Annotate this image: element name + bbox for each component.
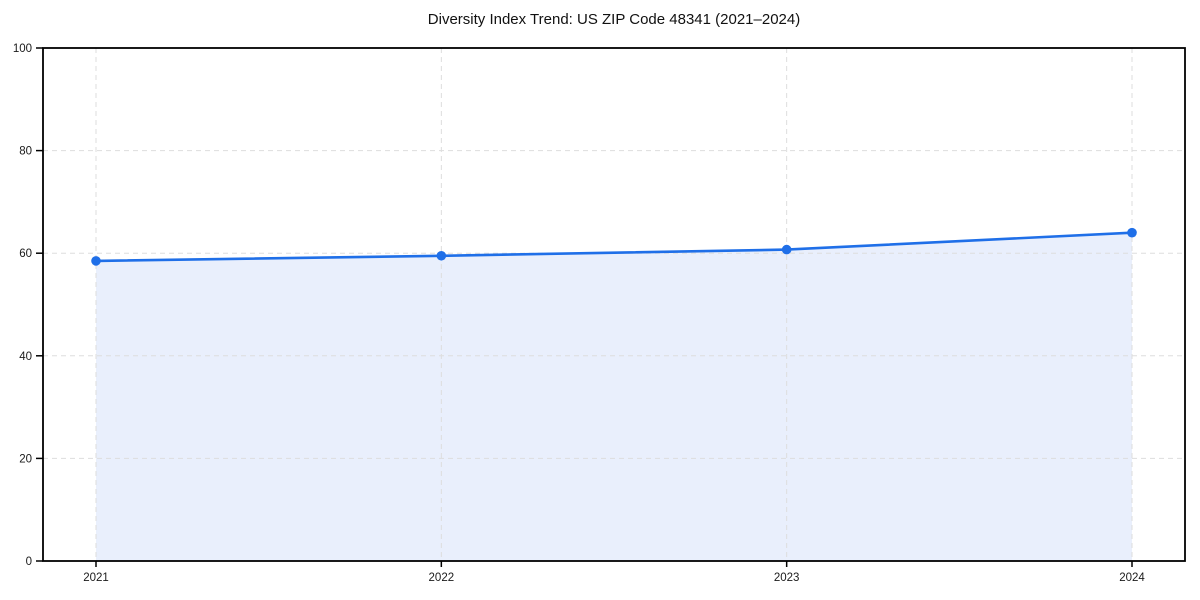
trend-line [94, 231, 1134, 263]
plot-border [42, 47, 1186, 562]
y-tick-label: 40 [19, 351, 32, 363]
y-tick-label: 100 [13, 43, 32, 55]
data-point [436, 250, 447, 261]
y-tick-label: 20 [19, 453, 32, 465]
chart-title: Diversity Index Trend: US ZIP Code 48341… [427, 11, 801, 28]
x-tick-label: 2022 [429, 572, 455, 584]
area-fill [96, 232, 1132, 561]
x-tick-label: 2023 [774, 572, 800, 584]
data-point [781, 244, 792, 255]
x-tick-label: 2024 [1119, 572, 1145, 584]
data-point [1127, 227, 1137, 238]
y-tick-label: 80 [19, 146, 32, 158]
data-point [91, 256, 101, 266]
y-tick-label: 60 [19, 248, 32, 260]
y-tick-label: 0 [26, 556, 32, 568]
x-tick-label: 2021 [83, 572, 109, 584]
